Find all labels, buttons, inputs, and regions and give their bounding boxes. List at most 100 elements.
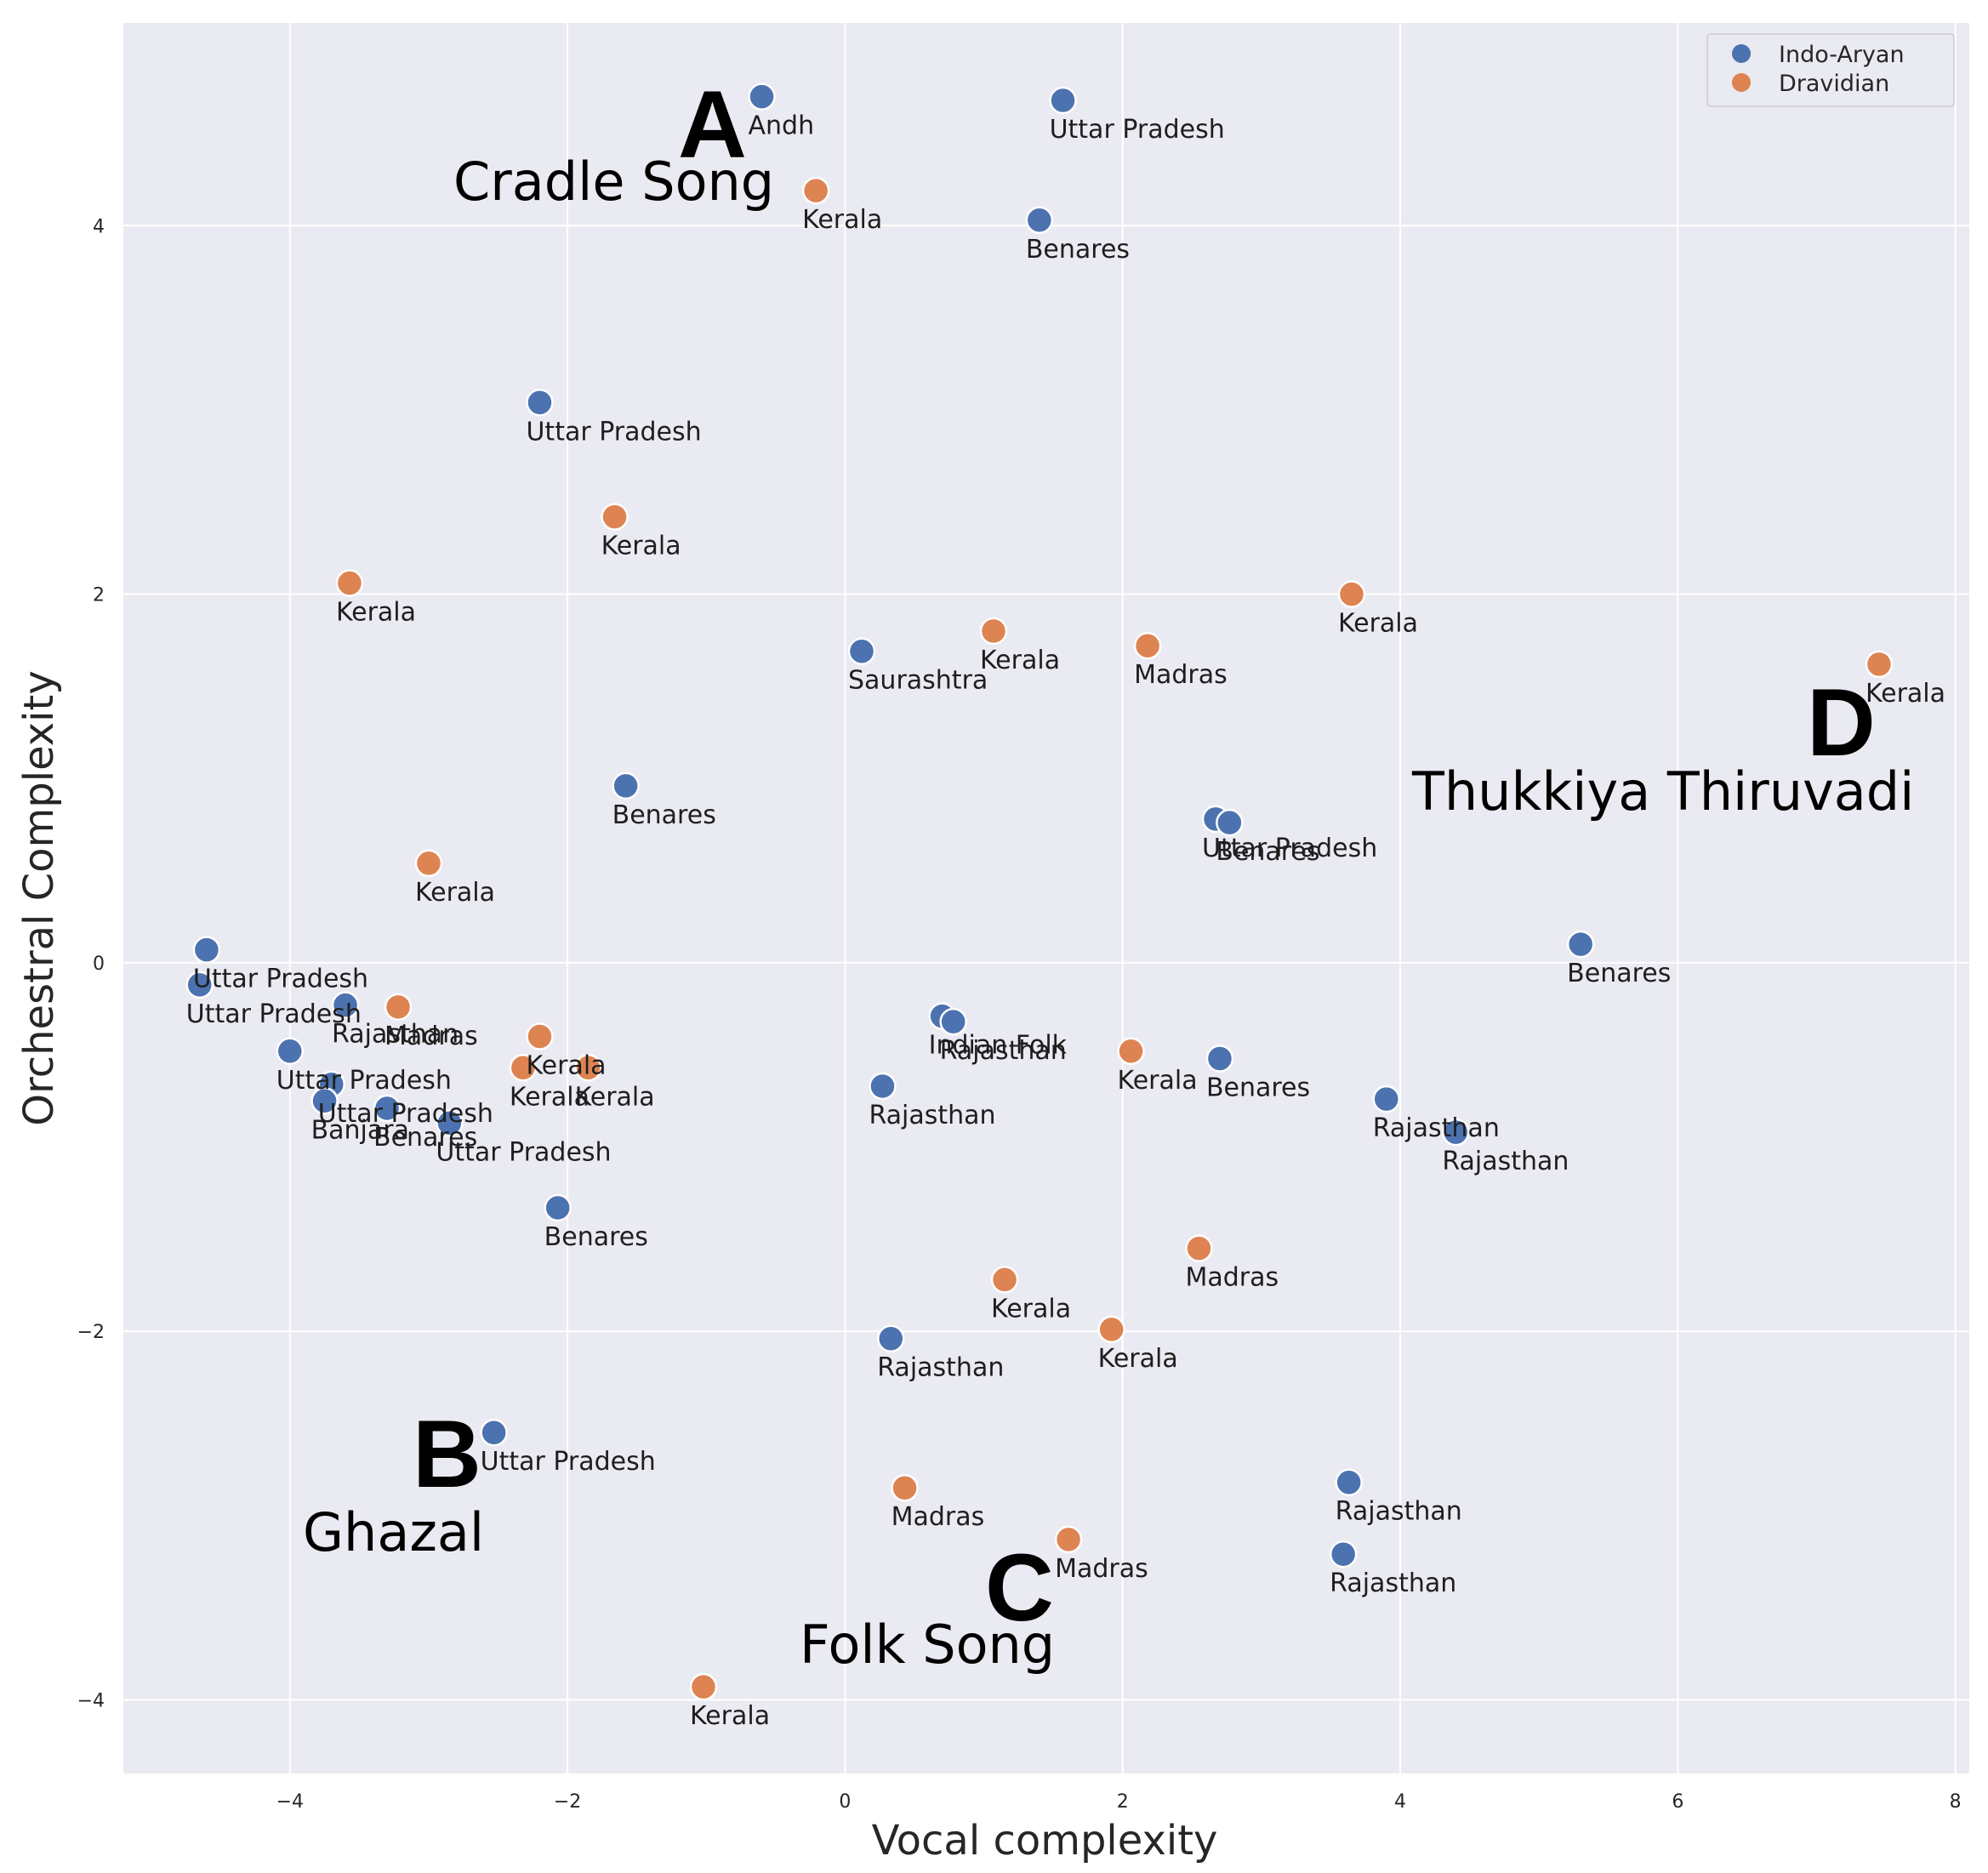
data-point-indo-aryan xyxy=(192,936,221,964)
data-point-dravidian xyxy=(414,849,443,878)
point-label: Benares xyxy=(1026,235,1130,265)
point-label: Kerala xyxy=(980,646,1060,675)
y-tick-label: 4 xyxy=(93,216,105,237)
annotation-text-cradle-song: Cradle Song xyxy=(453,151,774,213)
annotations: A Cradle Song B Ghazal C Folk Song D Thu… xyxy=(303,71,1914,1676)
point-label: Kerala xyxy=(601,532,681,561)
point-label: Kerala xyxy=(575,1082,655,1112)
data-point-indo-aryan xyxy=(1216,808,1244,837)
x-tick-label: 6 xyxy=(1672,1791,1683,1813)
point-label: Kerala xyxy=(415,878,495,908)
y-tick-label: 2 xyxy=(93,585,105,606)
data-point-indo-aryan xyxy=(544,1193,572,1222)
x-tick-label: −2 xyxy=(554,1791,581,1813)
data-point-indo-aryan xyxy=(612,771,640,800)
y-tick-label: 0 xyxy=(93,954,105,975)
point-label: Indian Folk xyxy=(929,1031,1068,1061)
x-tick-label: 0 xyxy=(839,1791,851,1813)
annotation-text-folk-song: Folk Song xyxy=(800,1614,1055,1676)
y-axis-label: Orchestral Complexity xyxy=(15,670,63,1125)
data-point-dravidian xyxy=(601,503,629,531)
data-point-dravidian xyxy=(335,569,364,597)
data-point-indo-aryan xyxy=(276,1037,305,1066)
data-point-indo-aryan xyxy=(869,1072,897,1101)
legend: Indo-Aryan Dravidian xyxy=(1706,33,1955,107)
data-point-indo-aryan xyxy=(1335,1468,1363,1496)
point-label: Benares xyxy=(1567,959,1671,988)
point-label: Benares xyxy=(1216,837,1319,867)
point-label: Kerala xyxy=(690,1701,770,1731)
y-tick-label: −4 xyxy=(77,1690,105,1711)
data-point-dravidian xyxy=(1133,631,1162,660)
point-label: Rajasthan xyxy=(332,1020,459,1050)
data-point-indo-aryan xyxy=(526,389,554,417)
point-label: Madras xyxy=(891,1502,985,1532)
data-point-indo-aryan xyxy=(480,1418,508,1447)
data-point-dravidian xyxy=(509,1054,538,1082)
legend-marker-indo-aryan xyxy=(1732,44,1751,63)
tick-labels: −4 −2 0 2 4 6 8 −4 −2 0 2 4 xyxy=(77,216,1962,1813)
point-label: Uttar Pradesh xyxy=(481,1447,656,1477)
annotation-text-thukkiya-thiruvadi: Thukkiya Thiruvadi xyxy=(1411,760,1914,823)
point-label: Uttar Pradesh xyxy=(318,1099,493,1129)
annotation-letter-b: B xyxy=(413,1401,481,1507)
annotation-letter-a: A xyxy=(678,71,747,178)
legend-label-dravidian: Dravidian xyxy=(1779,71,1889,97)
data-point-indo-aryan xyxy=(847,637,876,665)
point-label: Kerala xyxy=(1098,1344,1178,1374)
data-point-indo-aryan xyxy=(1025,206,1054,235)
point-label: Madras xyxy=(1185,1263,1279,1293)
data-points xyxy=(185,83,1894,1701)
data-point-indo-aryan xyxy=(1372,1085,1400,1113)
point-label: Kerala xyxy=(802,205,882,235)
legend-box xyxy=(1706,33,1955,107)
data-point-dravidian xyxy=(990,1266,1019,1294)
point-label: Benares xyxy=(612,800,716,830)
point-label: Kerala xyxy=(510,1082,590,1112)
point-label: Rajasthan xyxy=(940,1036,1067,1066)
legend-marker-dravidian xyxy=(1732,73,1751,92)
point-label: Rajasthan xyxy=(1336,1497,1462,1527)
point-label: Saurashtra xyxy=(848,666,988,696)
point-label: Uttar Pradesh xyxy=(436,1137,611,1167)
point-label: Rajasthan xyxy=(877,1353,1004,1383)
x-tick-label: −4 xyxy=(276,1791,304,1813)
x-tick-label: 4 xyxy=(1394,1791,1406,1813)
annotation-letter-d: D xyxy=(1807,669,1876,776)
data-point-dravidian xyxy=(689,1672,718,1701)
data-point-indo-aryan xyxy=(1329,1540,1358,1568)
legend-label-indo-aryan: Indo-Aryan xyxy=(1779,42,1905,68)
point-label: Madras xyxy=(1134,660,1228,690)
data-point-indo-aryan xyxy=(877,1324,905,1352)
point-label: Benares xyxy=(1206,1073,1310,1102)
data-point-dravidian xyxy=(1054,1525,1083,1554)
data-point-dravidian xyxy=(574,1054,602,1082)
point-label: Banjara xyxy=(311,1115,409,1145)
data-point-dravidian xyxy=(384,993,413,1022)
point-label: Kerala xyxy=(1338,609,1418,639)
y-tick-label: −2 xyxy=(77,1322,105,1343)
point-label: Rajasthan xyxy=(1442,1147,1569,1176)
point-label: Rajasthan xyxy=(1373,1113,1500,1143)
point-label: Uttar Pradesh xyxy=(1202,834,1377,863)
data-point-indo-aryan xyxy=(1566,930,1595,959)
data-point-indo-aryan xyxy=(185,971,214,999)
data-point-indo-aryan xyxy=(1049,86,1077,115)
point-label: Kerala xyxy=(1866,679,1945,709)
plot-area xyxy=(123,23,1969,1773)
point-label: Kerala xyxy=(991,1294,1071,1324)
data-point-indo-aryan xyxy=(436,1109,464,1137)
x-axis-label: Vocal complexity xyxy=(872,1817,1218,1864)
point-label: Benares xyxy=(544,1222,648,1252)
point-label: Madras xyxy=(1055,1554,1148,1584)
point-label: Madras xyxy=(384,1022,478,1051)
point-label: Kerala xyxy=(526,1050,606,1080)
data-point-indo-aryan xyxy=(1442,1118,1470,1147)
point-label: Rajasthan xyxy=(869,1101,995,1130)
point-label: Uttar Pradesh xyxy=(193,965,368,994)
data-point-dravidian xyxy=(1097,1315,1125,1344)
gridlines xyxy=(123,23,1969,1773)
data-point-dravidian xyxy=(979,617,1008,646)
